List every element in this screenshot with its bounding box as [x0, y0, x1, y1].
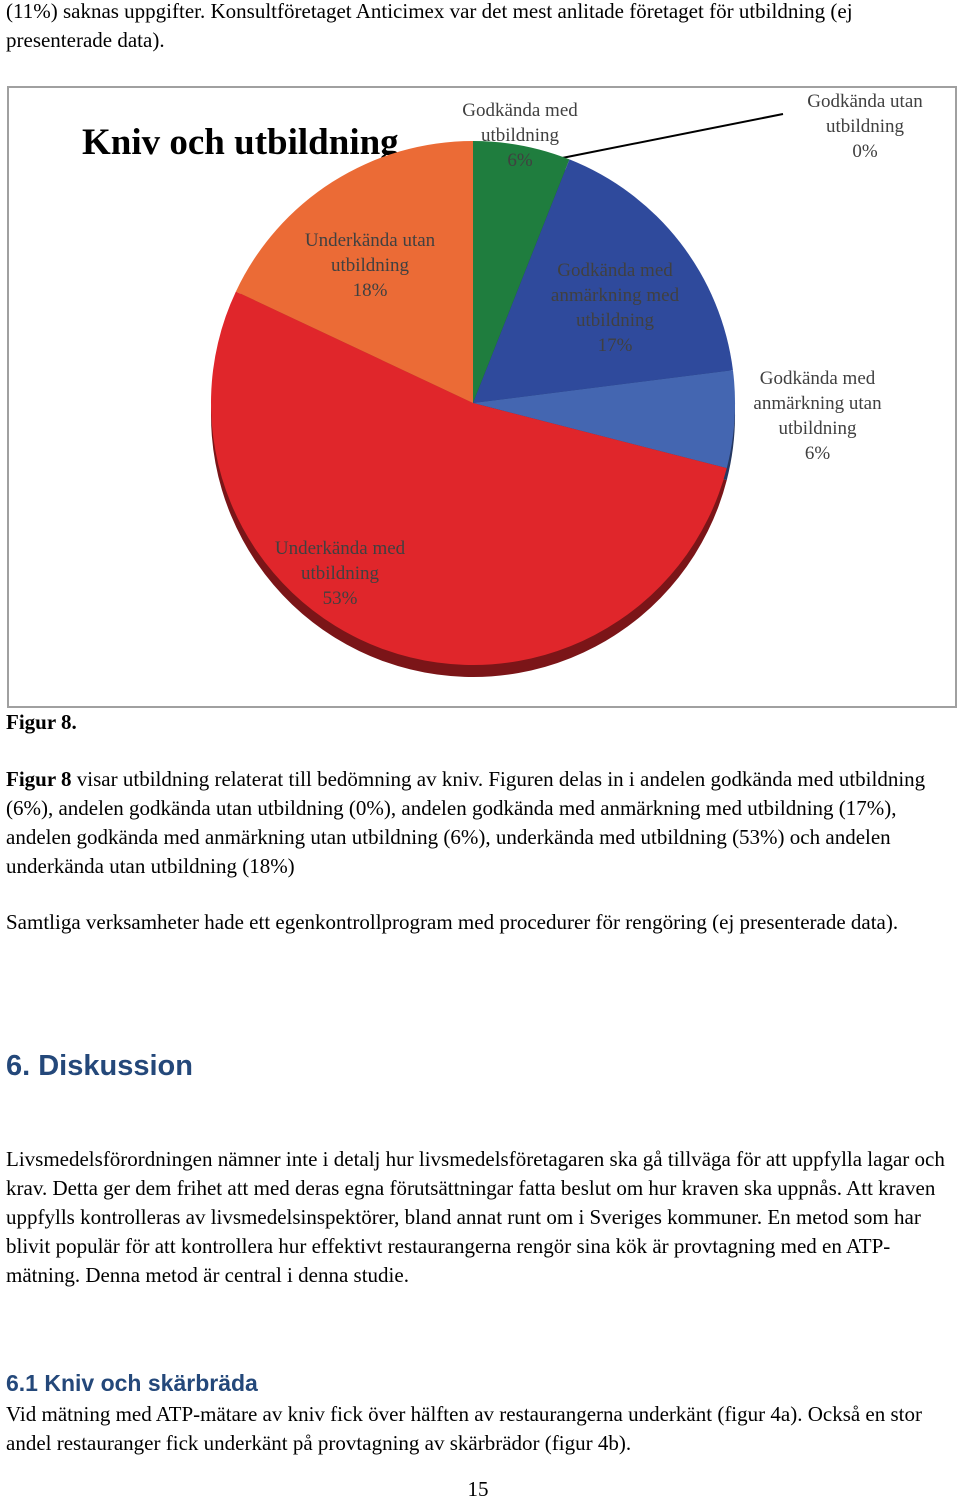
slice [211, 291, 727, 665]
slice [473, 370, 736, 469]
slice-category: Underkända utan utbildning [304, 230, 436, 276]
slice-value: 6% [507, 150, 533, 171]
slice-category: Godkända med anmärkning med utbildning [550, 260, 680, 331]
slice [473, 141, 570, 403]
figure-caption: Figur 8. [6, 710, 77, 734]
section-body: Livsmedelsförordningen nämner inte i det… [6, 1147, 945, 1287]
chart: Kniv och utbildning [7, 86, 957, 708]
slice-category: Underkända med utbildning [274, 538, 406, 584]
page-number: 15 [467, 1477, 489, 1501]
slice-value: 6% [804, 443, 831, 464]
intro: (11%) saknas uppgifter. Konsultföretaget… [6, 0, 853, 52]
slice-label: Godkända med utbildning 6% [455, 98, 585, 173]
slice-category: Godkända med utbildning [462, 100, 578, 146]
paragraph: Samtliga verksamheter hade ett egenkontr… [6, 910, 899, 934]
figure-body: visar utbildning relaterat till bedömnin… [6, 767, 926, 878]
subsection-body: Vid mätning med ATP-mätare av kniv fick … [6, 1402, 923, 1455]
slice-category: Godkända med anmärkning utan utbildning [753, 368, 882, 439]
subsection-heading: 6.1 Kniv och skärbräda [6, 1370, 258, 1396]
slice-label: Underkända med utbildning 53% [255, 536, 425, 611]
chart-title: Kniv och utbildning [82, 122, 399, 163]
slice-label: Godkända med anmärkning med utbildning 17… [535, 258, 695, 358]
slice-label: Underkända utan utbildning 18% [285, 228, 455, 303]
slice [473, 159, 733, 403]
slice-value: 18% [352, 280, 388, 301]
section-heading: 6. Diskussion [6, 1050, 193, 1082]
leader-line [561, 113, 784, 159]
slice-value: 17% [597, 335, 633, 356]
figure-text: Figur 8 visar utbildning relaterat till b… [6, 765, 954, 881]
slice [235, 141, 473, 403]
slice-label: Godkända med anmärkning utan utbildning 6… [735, 366, 900, 466]
slice-label: Godkända utan utbildning 0% [795, 89, 935, 164]
slice-value: 53% [322, 588, 358, 609]
figure-lead: Figur 8 [6, 767, 72, 791]
slice-value: 0% [852, 141, 878, 162]
slice-category: Godkända utan utbildning [807, 91, 923, 137]
